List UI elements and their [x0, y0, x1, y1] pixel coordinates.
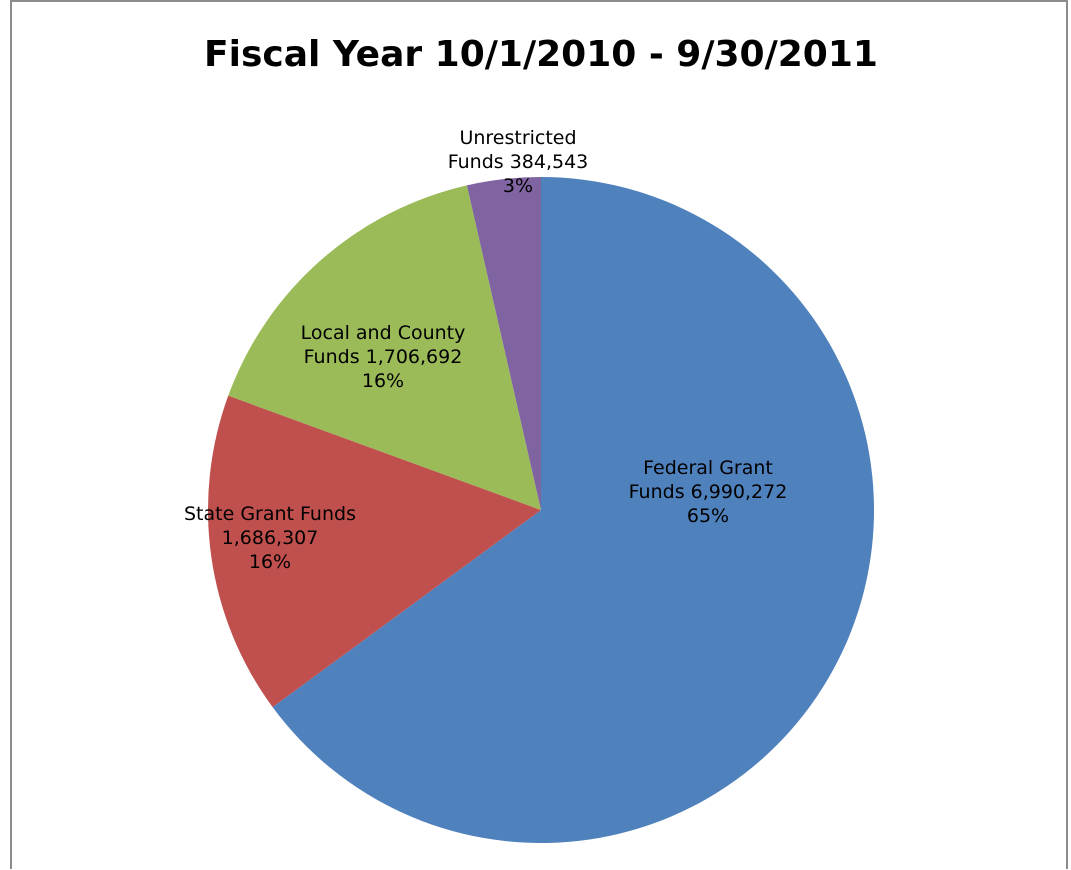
chart-title: Fiscal Year 10/1/2010 - 9/30/2011 [204, 34, 878, 75]
slice-label-line: 16% [362, 370, 404, 392]
slice-label-line: 16% [249, 551, 291, 573]
slice-label-line: Funds 384,543 [448, 151, 589, 173]
chart-frame: Fiscal Year 10/1/2010 - 9/30/2011 Federa… [10, 0, 1068, 869]
pie-slice-federal-grant-funds [272, 177, 875, 843]
slice-label-local-and-county-funds: Local and County Funds 1,706,692 16% [301, 322, 466, 392]
pie-chart: Fiscal Year 10/1/2010 - 9/30/2011 Federa… [184, 34, 878, 843]
slice-label-line: Unrestricted [459, 127, 576, 149]
slice-labels: Federal Grant Funds 6,990,272 65% State Gra… [184, 127, 787, 573]
slice-label-unrestricted-funds: Unrestricted Funds 384,543 3% [448, 127, 589, 197]
slice-label-line: 3% [503, 175, 533, 197]
pie-slice-local-and-county-funds [228, 185, 541, 510]
slice-label-line: 65% [687, 505, 729, 527]
slice-label-state-grant-funds: State Grant Funds 1,686,307 16% [184, 503, 356, 573]
pie-slices [208, 177, 875, 843]
slice-label-line: Funds 6,990,272 [629, 481, 788, 503]
pie-slice-state-grant-funds [208, 395, 541, 708]
slice-label-line: Funds 1,706,692 [304, 346, 463, 368]
slice-label-line: Federal Grant [643, 457, 773, 479]
slice-label-line: State Grant Funds [184, 503, 356, 525]
slice-label-line: Local and County [301, 322, 466, 344]
pie-slice-unrestricted-funds [466, 177, 541, 510]
slice-label-line: 1,686,307 [222, 527, 319, 549]
slice-label-federal-grant-funds: Federal Grant Funds 6,990,272 65% [629, 457, 788, 527]
